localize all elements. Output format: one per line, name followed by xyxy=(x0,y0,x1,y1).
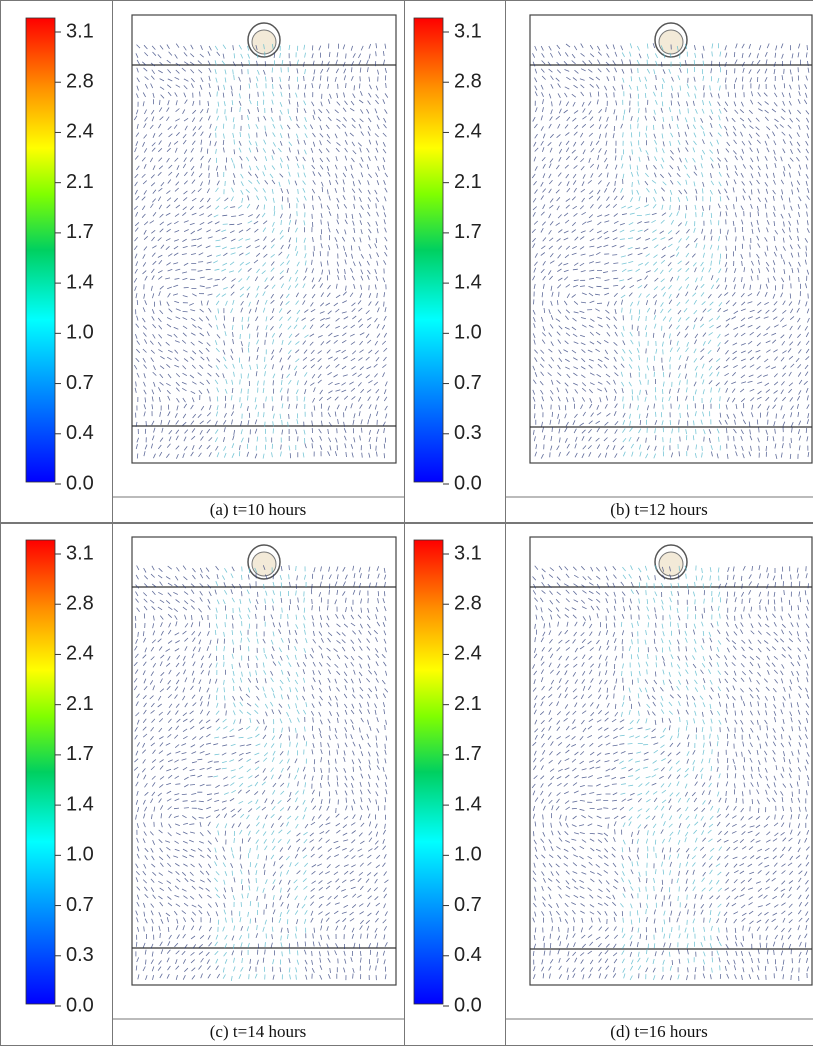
caption: (b) t=12 hours xyxy=(610,500,707,519)
velocity-vectors xyxy=(531,43,810,459)
caption: (d) t=16 hours xyxy=(610,1022,707,1041)
colorbar-label: 0.4 xyxy=(66,422,94,444)
colorbar-label: 2.8 xyxy=(66,71,94,93)
colorbar-label: 0.7 xyxy=(454,894,482,916)
colorbar-label: 0.0 xyxy=(66,994,94,1016)
tank-outline xyxy=(131,536,397,986)
cell-border xyxy=(0,0,113,524)
colorbar-label: 3.1 xyxy=(66,542,94,564)
colorbar-label: 2.4 xyxy=(66,121,94,143)
colorbar-label: 2.8 xyxy=(66,593,94,615)
colorbar-label: 2.1 xyxy=(454,171,482,193)
cell-border xyxy=(112,0,405,524)
nozzle-inner xyxy=(658,29,684,55)
colorbar-label: 1.7 xyxy=(454,743,482,765)
colorbar-label: 2.1 xyxy=(66,171,94,193)
velocity-vectors xyxy=(213,565,309,981)
tank-outline xyxy=(529,14,813,464)
caption: (c) t=14 hours xyxy=(210,1022,306,1041)
colorbar-label: 0.7 xyxy=(66,894,94,916)
colorbar-label: 0.4 xyxy=(454,944,482,966)
colorbar-label: 2.4 xyxy=(454,121,482,143)
colorbar-label: 1.0 xyxy=(454,844,482,866)
colorbar-label: 0.0 xyxy=(454,472,482,494)
velocity-vectors xyxy=(619,564,723,981)
colorbar xyxy=(413,17,444,483)
velocity-vectors xyxy=(531,565,810,982)
velocity-vectors xyxy=(619,43,723,459)
colorbar-label: 0.7 xyxy=(66,372,94,394)
colorbar xyxy=(25,17,56,483)
nozzle xyxy=(247,22,281,58)
colorbar-label: 1.0 xyxy=(66,844,94,866)
colorbar-label: 0.3 xyxy=(454,422,482,444)
colorbar-label: 0.0 xyxy=(454,994,482,1016)
colorbar-label: 1.7 xyxy=(454,221,482,243)
colorbar-label: 2.1 xyxy=(454,693,482,715)
colorbar-label: 2.4 xyxy=(66,643,94,665)
colorbar-label: 3.1 xyxy=(66,20,94,42)
colorbar-label: 2.4 xyxy=(454,643,482,665)
colorbar-label: 1.4 xyxy=(66,793,94,815)
colorbar xyxy=(25,539,56,1005)
colorbar-label: 1.0 xyxy=(454,322,482,344)
nozzle-inner xyxy=(658,551,684,577)
tank-outline xyxy=(131,14,397,464)
caption: (a) t=10 hours xyxy=(210,500,306,519)
colorbar-label: 1.0 xyxy=(66,322,94,344)
colorbar-label: 1.7 xyxy=(66,743,94,765)
colorbar-label: 3.1 xyxy=(454,20,482,42)
colorbar-label: 0.3 xyxy=(66,944,94,966)
colorbar xyxy=(413,539,444,1005)
colorbar-label: 0.7 xyxy=(454,372,482,394)
cell-border xyxy=(505,0,813,524)
cell-border xyxy=(505,522,813,1046)
colorbar-label: 1.7 xyxy=(66,221,94,243)
nozzle-inner xyxy=(251,551,277,577)
colorbar-label: 3.1 xyxy=(454,542,482,564)
tank-outline xyxy=(529,536,813,986)
velocity-vectors xyxy=(133,43,389,459)
colorbar-label: 2.8 xyxy=(454,593,482,615)
velocity-vectors xyxy=(133,565,389,981)
colorbar-label: 0.0 xyxy=(66,472,94,494)
colorbar-label: 1.4 xyxy=(454,793,482,815)
velocity-vectors xyxy=(213,43,309,459)
nozzle-inner xyxy=(251,29,277,55)
colorbar-label: 1.4 xyxy=(454,271,482,293)
cell-border xyxy=(0,522,113,1046)
colorbar-label: 2.8 xyxy=(454,71,482,93)
colorbar-label: 1.4 xyxy=(66,271,94,293)
nozzle xyxy=(247,544,281,580)
colorbar-label: 2.1 xyxy=(66,693,94,715)
